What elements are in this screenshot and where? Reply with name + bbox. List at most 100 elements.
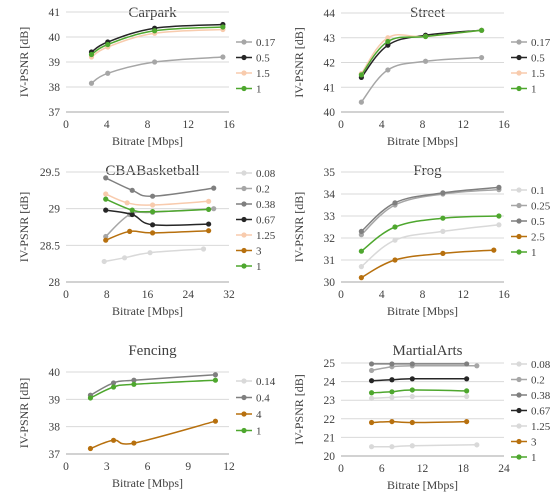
data-point [206, 198, 212, 204]
data-point [385, 67, 391, 73]
y-tick-label: 39 [49, 57, 61, 69]
legend-item: 2.5 [511, 232, 545, 244]
legend-swatch-marker [516, 202, 522, 209]
legend-swatch-marker [516, 85, 522, 92]
data-point [124, 200, 130, 206]
x-tick-label: 12 [458, 289, 470, 301]
x-tick-label: 6 [145, 461, 151, 473]
legend-item: 1 [236, 84, 262, 96]
data-point [409, 387, 415, 393]
legend-label: 0.17 [256, 37, 276, 49]
series-line [371, 377, 467, 382]
x-tick-label: 12 [223, 461, 235, 473]
data-point [464, 361, 470, 367]
y-tick-label: 40 [49, 367, 61, 379]
legend-label: 4 [256, 409, 262, 421]
legend-swatch-marker [516, 392, 522, 398]
series-line [360, 29, 482, 78]
series-line [361, 249, 494, 279]
legend-swatch-marker [516, 249, 522, 255]
series-1.25 [368, 393, 470, 401]
data-point [149, 222, 156, 228]
data-point [358, 99, 364, 105]
legend-swatch-marker [241, 411, 247, 417]
legend-label: 0.08 [531, 359, 550, 371]
chart-title: CBABasketball [105, 163, 199, 179]
legend-label: 0.67 [256, 215, 276, 227]
chart-title: Frog [413, 163, 442, 179]
data-point [206, 221, 212, 227]
legend-label: 1 [256, 426, 262, 438]
data-point [464, 393, 470, 400]
legend-label: 1 [256, 84, 262, 96]
chart-panel-street: Street 40 41 42 43 44 0 4 8 12 16 Bitrate [Mbps] IV-… [275, 0, 550, 158]
data-point [358, 275, 364, 281]
data-point [103, 237, 109, 243]
data-point [368, 444, 375, 450]
x-tick-label: 16 [498, 289, 510, 301]
data-point [389, 377, 395, 383]
legend-label: 1 [531, 84, 537, 96]
data-point [368, 367, 375, 374]
legend-item: 0.17 [236, 37, 276, 49]
legend-swatch-marker [516, 54, 522, 61]
legend-swatch-marker [241, 427, 247, 434]
legend-swatch-marker [241, 394, 247, 401]
series-1 [368, 387, 470, 396]
legend-swatch-marker [516, 423, 522, 429]
x-axis-title: Bitrate [Mbps] [387, 134, 458, 148]
data-point [149, 193, 156, 199]
legend-item: 0.17 [511, 37, 550, 49]
data-point [110, 380, 117, 386]
series-3 [103, 228, 212, 243]
legend-item: 0.4 [236, 393, 270, 405]
series-line [371, 364, 477, 372]
data-point [409, 376, 415, 382]
series-1 [103, 196, 212, 215]
y-tick-label: 31 [324, 255, 336, 267]
x-tick-label: 8 [420, 119, 426, 131]
x-tick-label: 8 [145, 119, 151, 131]
series-line [105, 198, 209, 213]
legend-item: 0.08 [511, 359, 550, 371]
x-tick-label: 32 [223, 289, 235, 301]
x-tick-label: 16 [223, 119, 235, 131]
chart-panel-fencing: Fencing 37 38 39 40 0 3 6 9 12 Bitrate [Mbps] IV-PS… [0, 340, 276, 499]
y-axis-title: IV-PSNR [dB] [292, 27, 306, 98]
data-point [392, 224, 398, 230]
legend-swatch-marker [516, 233, 522, 240]
data-point [127, 228, 133, 234]
legend-item: 0.67 [236, 215, 276, 227]
y-tick-label: 44 [324, 8, 336, 20]
data-point [88, 80, 95, 86]
x-tick-label: 6 [379, 463, 385, 475]
data-point [358, 72, 364, 78]
y-tick-label: 22 [324, 414, 336, 426]
series-1 [358, 27, 485, 78]
chart-svg: Carpark 37 38 39 40 41 0 4 8 12 16 Bitrate [Mbps] IV… [17, 5, 276, 148]
legend-label: 0.17 [531, 37, 550, 49]
legend-label: 0.5 [531, 216, 545, 228]
series-0.08 [101, 246, 207, 265]
legend-label: 0.67 [531, 406, 550, 418]
data-point [131, 440, 137, 446]
y-tick-label: 38 [49, 422, 61, 434]
series-line [91, 56, 223, 84]
chart-svg: Frog 30 31 32 33 34 35 0 4 8 12 16 Bitrate [Mbps] IV-… [292, 163, 550, 318]
series-line [360, 56, 482, 103]
series-3 [368, 418, 470, 426]
data-point [149, 230, 156, 236]
data-point [200, 246, 207, 252]
series-line [105, 229, 209, 241]
y-tick-label: 25 [324, 358, 336, 370]
series-line [90, 373, 216, 396]
y-axis-title: IV-PSNR [dB] [17, 192, 31, 263]
series-line [91, 28, 223, 58]
chart-panel-carpark: Carpark 37 38 39 40 41 0 4 8 12 16 Bitrate [Mbps] IV… [0, 0, 276, 158]
x-tick-label: 0 [338, 463, 344, 475]
legend-label: 3 [256, 246, 262, 258]
data-point [496, 184, 502, 190]
series-0.5 [358, 184, 502, 234]
series-2.5 [358, 247, 497, 281]
